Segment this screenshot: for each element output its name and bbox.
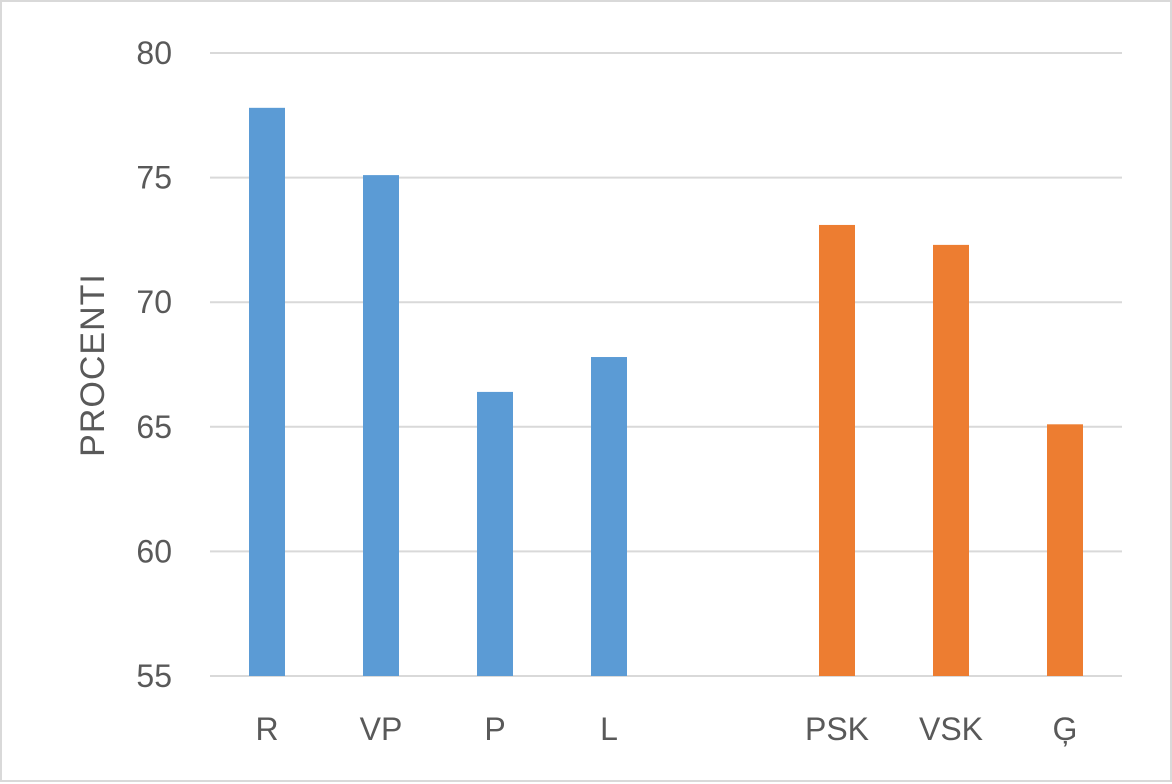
y-tick-label: 65 [136,409,172,445]
bar-P [477,391,513,676]
bar-VSK [933,244,969,676]
x-tick-label: VSK [919,711,983,747]
bar-R [249,107,285,677]
x-tick-label: PSK [805,711,869,747]
y-tick-label: 75 [136,160,172,196]
bar-VP [363,175,399,676]
x-tick-label: L [600,711,618,747]
x-axis-tick-labels: R VP P L PSK VSK Ģ [255,711,1077,747]
x-tick-label: Ģ [1053,711,1078,747]
y-tick-label: 55 [136,658,172,694]
x-tick-label: P [484,711,505,747]
y-tick-label: 80 [136,35,172,71]
y-axis-tick-labels: 55 60 65 70 75 80 [136,35,172,694]
bar-PSK [819,224,855,676]
y-tick-label: 60 [136,533,172,569]
bar-Ģ [1047,424,1083,676]
bars [249,107,1083,677]
bar-L [591,357,627,676]
y-tick-label: 70 [136,284,172,320]
y-axis-title: PROCENTI [74,273,112,457]
gridlines [210,52,1122,677]
x-tick-label: VP [360,711,403,747]
x-tick-label: R [255,711,278,747]
